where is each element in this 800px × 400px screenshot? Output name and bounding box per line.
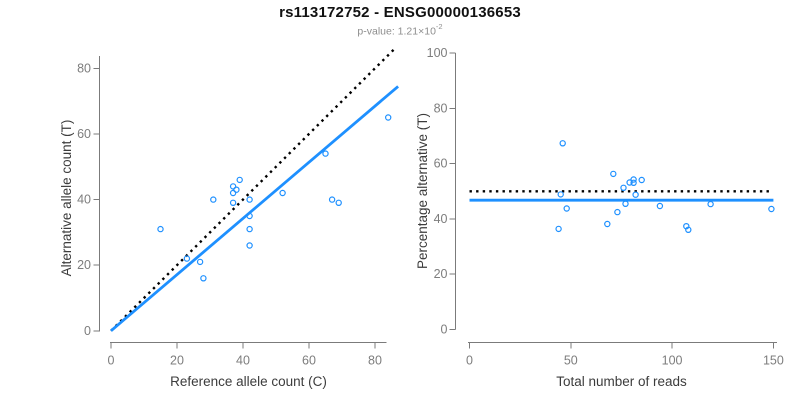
identity-line — [110, 47, 396, 332]
data-point — [157, 225, 164, 233]
data-point — [233, 186, 240, 193]
data-point — [229, 189, 237, 197]
data-point — [622, 200, 629, 207]
data-point — [555, 225, 562, 233]
data-point — [279, 189, 286, 197]
y-tick-label: 20 — [434, 267, 448, 281]
data-point — [246, 242, 253, 249]
y-tick-label: 100 — [427, 46, 448, 60]
data-point — [632, 191, 639, 198]
p-value-subtitle: p-value: 1.21×10-2 — [0, 22, 800, 38]
data-point — [707, 200, 714, 208]
data-point — [229, 199, 237, 206]
data-point — [559, 140, 566, 147]
ref-vs-alt-panel: 0 20 40 60 80 0 20 40 60 80 Reference allele count… — [59, 47, 400, 389]
x-tick-label: 80 — [368, 354, 382, 368]
x-tick-label: 0 — [466, 354, 473, 368]
data-point — [229, 183, 237, 190]
data-point — [246, 196, 253, 203]
data-point — [768, 205, 775, 213]
y-axis-title: Alternative allele count (T) — [59, 120, 74, 277]
y-tick-label: 60 — [434, 157, 448, 171]
x-tick-label: 20 — [170, 354, 184, 368]
x-tick-label: 0 — [108, 354, 115, 368]
y-tick-label: 60 — [77, 127, 91, 141]
data-point — [638, 176, 645, 184]
data-point — [685, 226, 692, 233]
p-value-text: p-value: 1.21×10 — [357, 25, 436, 38]
y-tick-label: 0 — [84, 324, 91, 338]
data-point — [610, 170, 617, 178]
y-tick-label: 40 — [434, 212, 448, 226]
data-point — [630, 176, 637, 183]
y-tick-label: 80 — [434, 101, 448, 115]
data-point — [563, 205, 570, 212]
x-tick-label: 50 — [564, 354, 578, 368]
y-axis-title: Percentage alternative (T) — [415, 113, 430, 269]
data-point — [630, 179, 637, 186]
x-tick-label: 60 — [302, 354, 316, 368]
data-point — [322, 150, 329, 157]
y-tick-label: 40 — [77, 193, 91, 207]
x-axis-title: Total number of reads — [556, 374, 687, 389]
data-point — [246, 212, 253, 220]
y-tick-label: 0 — [441, 323, 448, 337]
p-value-exponent: -2 — [435, 22, 443, 31]
data-point — [626, 179, 633, 186]
data-point — [246, 225, 253, 233]
data-point — [335, 199, 342, 206]
data-point — [236, 176, 243, 184]
data-point — [196, 258, 204, 266]
pct-vs-reads-panel: 0 50 100 150 0 20 40 60 80 100 Total number of rea… — [415, 46, 784, 389]
data-point — [328, 196, 336, 203]
fit-line — [110, 85, 400, 332]
data-point — [557, 191, 564, 198]
x-tick-label: 150 — [763, 354, 784, 368]
data-point — [183, 255, 191, 262]
data-point — [385, 114, 392, 121]
data-point — [620, 184, 627, 191]
page-title: rs113172752 - ENSG00000136653 — [279, 4, 521, 21]
x-tick-label: 40 — [236, 354, 250, 368]
data-point — [614, 208, 621, 216]
y-tick-label: 80 — [77, 61, 91, 75]
data-point — [210, 196, 217, 203]
data-point — [604, 220, 611, 228]
y-tick-label: 20 — [77, 258, 91, 272]
data-point — [200, 275, 207, 282]
x-axis-title: Reference allele count (C) — [170, 374, 327, 389]
x-tick-label: 100 — [662, 354, 683, 368]
data-point — [656, 202, 664, 210]
